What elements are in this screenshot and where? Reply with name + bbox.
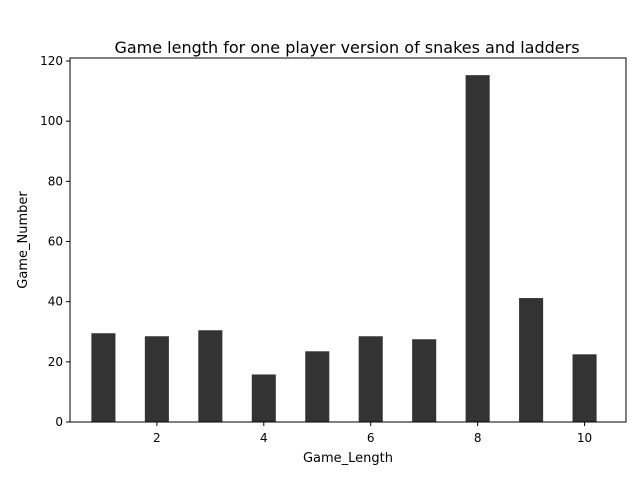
y-tick-label: 0	[55, 415, 63, 429]
chart-title: Game length for one player version of sn…	[114, 38, 579, 57]
bar-game-length-8	[465, 75, 490, 423]
y-axis: 0 20 40 60 80 100 120	[40, 54, 70, 429]
bar-game-length-1	[91, 333, 116, 422]
x-tick-label: 6	[367, 431, 375, 445]
y-tick-label: 120	[40, 54, 63, 68]
y-tick-label: 40	[48, 295, 63, 309]
y-tick-label: 20	[48, 355, 63, 369]
y-tick-label: 80	[48, 174, 63, 188]
x-tick-label: 4	[260, 431, 268, 445]
bar-game-length-5	[305, 351, 330, 422]
x-tick-label: 8	[474, 431, 482, 445]
bar-game-length-10	[572, 354, 597, 422]
y-tick-label: 60	[48, 235, 63, 249]
x-axis: 2 4 6 8 10	[153, 422, 592, 445]
bar-game-length-2	[144, 336, 169, 422]
x-tick-label: 10	[577, 431, 592, 445]
bar-game-length-3	[198, 330, 223, 422]
y-axis-label: Game_Number	[16, 191, 31, 289]
bar-game-length-4	[251, 374, 276, 422]
axes-frame	[69, 57, 627, 423]
x-axis-label: Game_Length	[303, 451, 393, 466]
x-tick-label: 2	[153, 431, 161, 445]
bar-game-length-6	[358, 336, 383, 422]
bar-game-length-7	[412, 339, 437, 422]
y-tick-label: 100	[40, 114, 63, 128]
bar-game-length-9	[519, 298, 544, 422]
bars-group	[91, 75, 597, 423]
